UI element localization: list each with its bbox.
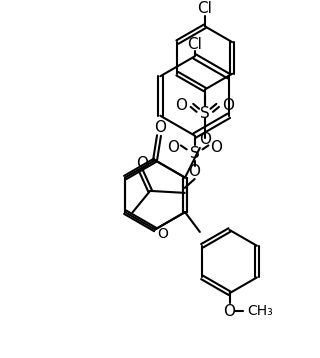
Text: O: O xyxy=(167,140,179,155)
Text: O: O xyxy=(199,132,211,147)
Text: S: S xyxy=(190,146,199,161)
Text: S: S xyxy=(200,106,210,121)
Text: O: O xyxy=(188,164,201,179)
Text: O: O xyxy=(157,227,168,241)
Text: O: O xyxy=(136,156,148,171)
Text: O: O xyxy=(222,98,235,113)
Text: O: O xyxy=(175,98,187,113)
Text: O: O xyxy=(210,140,222,155)
Text: Cl: Cl xyxy=(197,1,212,16)
Text: Cl: Cl xyxy=(187,37,202,52)
Text: CH₃: CH₃ xyxy=(247,304,273,318)
Text: O: O xyxy=(223,304,236,319)
Text: O: O xyxy=(154,120,166,135)
